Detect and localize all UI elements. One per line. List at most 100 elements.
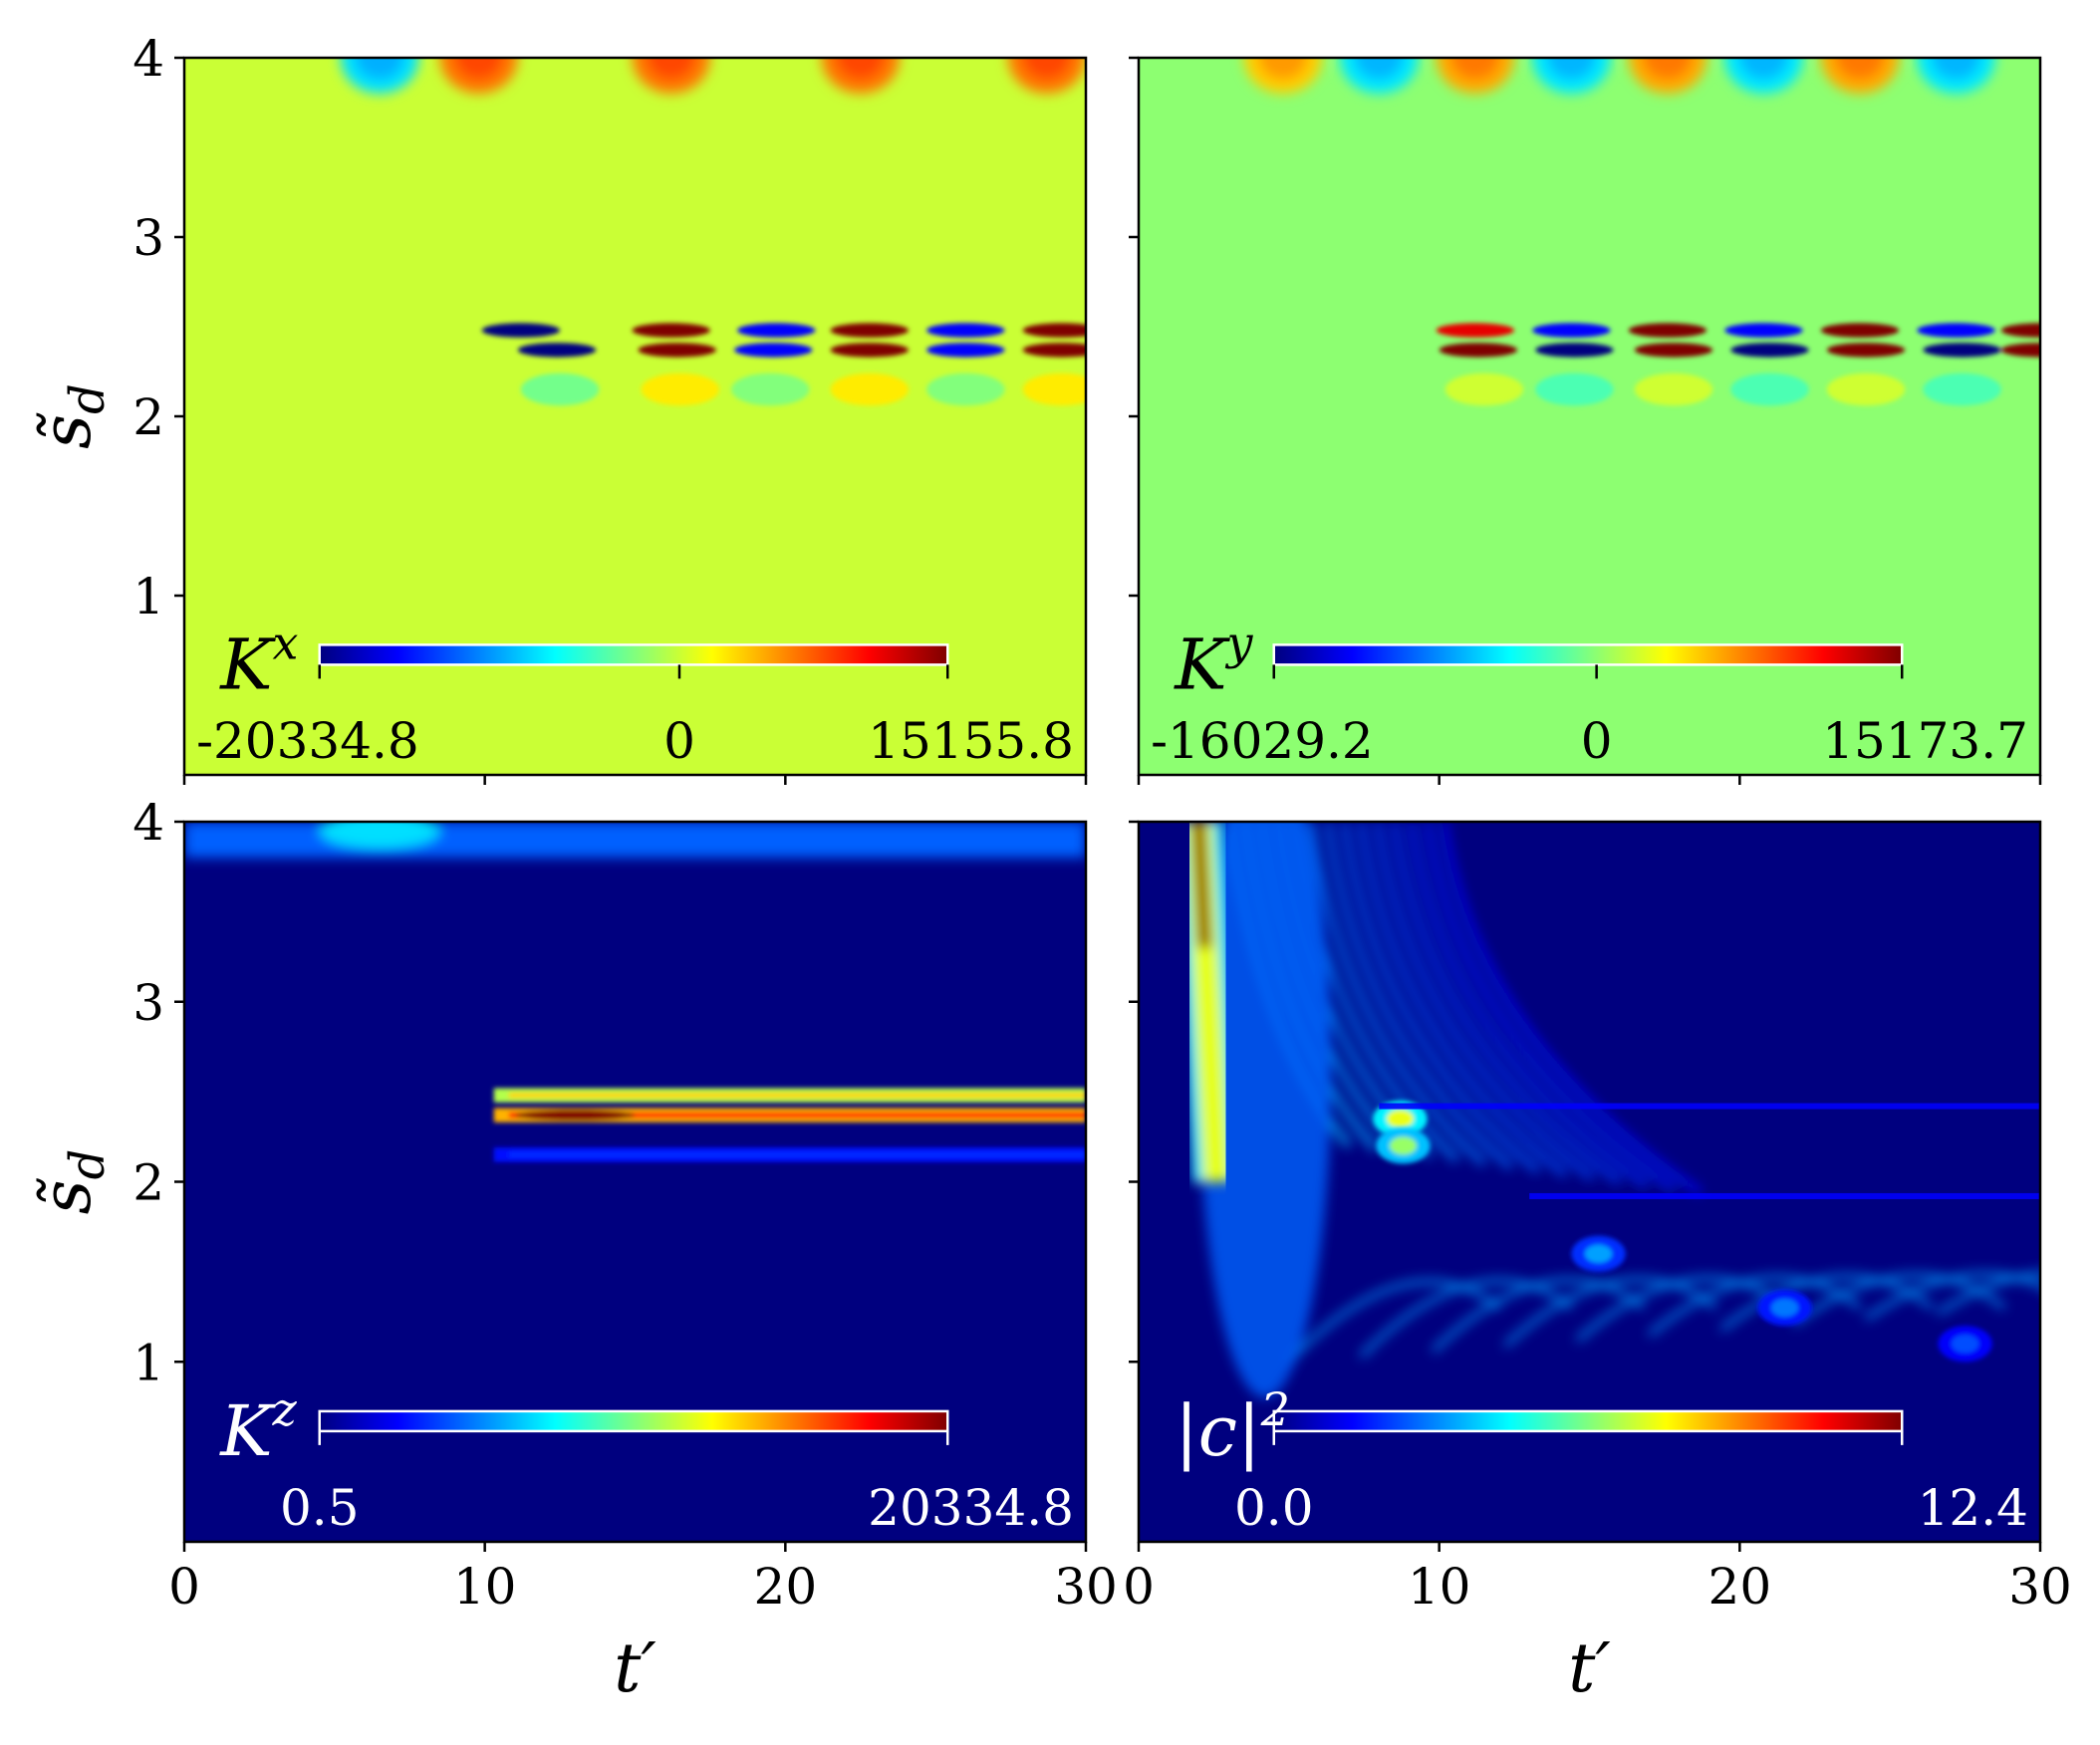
colorbar-label: |c|2 <box>1175 1382 1290 1472</box>
stripe-blob <box>1022 373 1086 406</box>
stripe-blob <box>1826 343 1906 358</box>
stripe-blob <box>1628 323 1707 338</box>
top-lobe-core <box>647 58 695 80</box>
colorbar-bar <box>1272 1409 1904 1433</box>
top-lobe-core <box>454 58 503 80</box>
wave-arc <box>1286 1278 1501 1365</box>
y-tick-label: 4 <box>132 794 164 852</box>
colorbar-bar <box>318 1409 949 1433</box>
stripe-blob <box>1439 343 1518 358</box>
stripe-blob <box>520 373 600 406</box>
faint-row <box>520 373 1086 406</box>
wave-front <box>1357 822 1568 1178</box>
streak-core <box>1192 822 1211 948</box>
stripe-blob <box>638 343 716 358</box>
hotspot-core <box>1389 1136 1418 1155</box>
top-lobe-core <box>1739 58 1788 80</box>
stripe-blob <box>2000 343 2040 358</box>
y-axis-label: s̃d <box>28 1149 116 1215</box>
hotspot <box>1376 1127 1431 1164</box>
stripe-blob <box>1724 323 1803 338</box>
stripe-blob <box>641 373 719 406</box>
colorbar-bar <box>318 643 949 666</box>
stripe-blob <box>1730 373 1809 406</box>
stripe-blob <box>1022 323 1086 338</box>
y-tick-label: 3 <box>132 209 164 267</box>
colorbar: 0.5 20334.8 Kz <box>218 1382 1074 1537</box>
hotspot <box>1757 1289 1812 1327</box>
y-tick-label: 3 <box>132 974 164 1032</box>
band-peak <box>514 1110 636 1122</box>
wave-arc <box>1864 1271 2040 1322</box>
stripe-row <box>517 343 1086 358</box>
wave-arc <box>1647 1274 1862 1338</box>
colorbar-label: Kz <box>218 1382 297 1472</box>
stripe-blob <box>2000 323 2040 338</box>
stripe-blob <box>1826 373 1906 406</box>
y-tick-label: 4 <box>132 30 164 88</box>
top-glow-spot <box>319 822 440 850</box>
top-lobe-core <box>355 58 404 80</box>
stripe-blob <box>734 343 813 358</box>
colorbar-tick-label: 0 <box>1581 712 1613 770</box>
colorbar-bar <box>1272 643 1904 666</box>
stripe-blob <box>926 373 1005 406</box>
stripe-blob <box>1022 343 1086 358</box>
colorbar: 0.0 12.4 |c|2 <box>1175 1382 2028 1537</box>
colorbar-label: Kx <box>218 617 298 706</box>
wave-arc <box>1503 1276 1718 1349</box>
band-core <box>508 1151 1086 1158</box>
colorbar-tick-label: 0 <box>663 712 695 770</box>
y-tick-label: 2 <box>132 388 164 446</box>
x-tick-label: 20 <box>754 1558 818 1616</box>
x-tick-label: 0 <box>1123 1558 1155 1616</box>
colorbar-tick-label: -20334.8 <box>196 712 419 770</box>
wave-arc <box>1936 1270 2040 1316</box>
stripe-blob <box>517 343 597 358</box>
thin-line <box>1379 1103 2040 1110</box>
top-lobe-core <box>836 58 885 80</box>
top-lobes <box>340 58 1086 94</box>
colorbar: -16029.2 0 15173.7 Ky <box>1151 617 2028 770</box>
colorbar-tick-label: 20334.8 <box>868 1479 1074 1537</box>
stripe-blob <box>830 373 910 406</box>
top-lobe-core <box>1450 58 1499 80</box>
colorbar-label: Ky <box>1173 617 1253 706</box>
wave-front <box>1324 822 1514 1170</box>
band <box>493 1108 1086 1122</box>
stripe-blob <box>830 343 910 358</box>
band <box>493 1088 1086 1103</box>
wave-front <box>1341 822 1541 1174</box>
x-axis-label: t′ <box>1568 1629 1611 1708</box>
top-lobe-core <box>1932 58 1980 80</box>
stripe-blob <box>1436 323 1515 338</box>
x-tick-label: 20 <box>1708 1558 1772 1616</box>
stripe-blob <box>481 323 561 338</box>
wave-front <box>1440 822 1704 1196</box>
x-tick-label: 0 <box>168 1558 200 1616</box>
wave-front <box>1307 822 1487 1167</box>
wave-front <box>1424 822 1676 1192</box>
stripe-blob <box>1532 323 1611 338</box>
stripe-blob <box>1820 323 1900 338</box>
x-tick-label: 30 <box>1054 1558 1118 1616</box>
diffuse-glow <box>1198 822 1332 1398</box>
top-lobe-core <box>1835 58 1885 80</box>
stripe-blob <box>1730 343 1809 358</box>
stripe-blob <box>1634 373 1713 406</box>
heatmap-panel-bottom-right: 0 10 20 30 t′ 0.0 12.4 |c|2 <box>1123 820 2072 1708</box>
wave-arc <box>1431 1277 1646 1354</box>
hotspot <box>1373 1101 1428 1137</box>
stripe-blob <box>926 323 1005 338</box>
hotspot <box>1571 1235 1626 1272</box>
wave-front <box>1390 822 1622 1185</box>
hotspot-core <box>1771 1298 1799 1318</box>
y-axis-label: s̃d <box>28 383 116 449</box>
band-core <box>508 1112 1086 1119</box>
wave-arc <box>1359 1278 1574 1359</box>
streak <box>1175 822 1241 1183</box>
top-lobes <box>1243 58 1995 94</box>
band <box>493 1147 1086 1162</box>
wave-arc <box>1575 1275 1790 1343</box>
stripe-blob <box>1923 373 2001 406</box>
